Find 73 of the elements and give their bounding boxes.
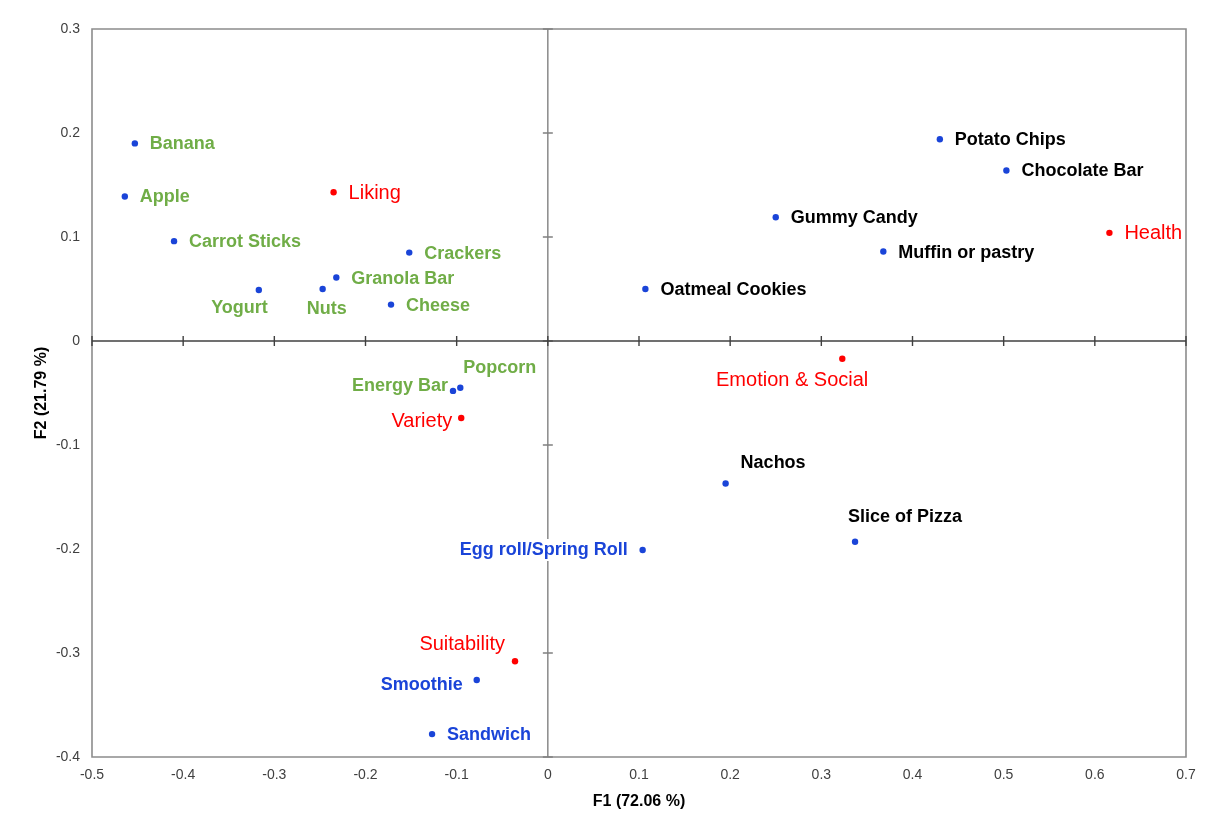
data-label: Apple bbox=[139, 186, 190, 207]
point bbox=[255, 286, 263, 294]
point bbox=[406, 249, 413, 256]
point bbox=[473, 676, 480, 684]
data-label: Gummy Candy bbox=[790, 207, 918, 228]
point bbox=[639, 546, 646, 554]
y-tick-label: 0.3 bbox=[60, 19, 81, 36]
data-label: Emotion & Social bbox=[716, 368, 869, 391]
point bbox=[880, 248, 887, 255]
y-tick-label: -0.4 bbox=[55, 747, 81, 764]
data-label: Granola Bar bbox=[351, 267, 455, 288]
data-label: Carrot Sticks bbox=[189, 231, 302, 252]
x-tick-label: -0.3 bbox=[262, 766, 287, 783]
y-tick-label: -0.2 bbox=[55, 539, 81, 556]
point bbox=[333, 274, 340, 281]
x-tick-label: 0.6 bbox=[1085, 766, 1105, 783]
x-tick-label: -0.1 bbox=[444, 766, 469, 783]
point bbox=[449, 387, 457, 395]
point bbox=[330, 189, 337, 196]
data-label: Popcorn bbox=[463, 356, 537, 377]
x-axis-title: F1 (72.06 %) bbox=[592, 791, 686, 809]
point bbox=[458, 414, 465, 422]
point bbox=[1106, 229, 1113, 237]
point bbox=[457, 384, 464, 391]
data-label: Cheese bbox=[406, 294, 471, 315]
data-label: Variety bbox=[391, 409, 453, 432]
y-axis-title: F2 (21.79 %) bbox=[32, 346, 50, 440]
point bbox=[170, 237, 178, 245]
data-label: Crackers bbox=[424, 242, 502, 263]
point bbox=[772, 214, 779, 221]
data-label: Liking bbox=[348, 180, 401, 203]
point bbox=[387, 301, 395, 308]
point bbox=[511, 658, 519, 665]
data-label: Nachos bbox=[740, 452, 806, 473]
x-tick-label: -0.2 bbox=[353, 766, 378, 783]
x-tick-label: 0.3 bbox=[811, 766, 832, 783]
data-label: Muffin or pastry bbox=[898, 241, 1035, 262]
x-tick-label: 0.5 bbox=[993, 766, 1014, 783]
data-label: Health bbox=[1124, 221, 1183, 244]
y-tick-label: 0 bbox=[72, 331, 81, 348]
data-label: Oatmeal Cookies bbox=[660, 278, 807, 299]
data-label: Suitability bbox=[419, 631, 506, 654]
x-tick-label: 0.2 bbox=[720, 766, 741, 783]
data-label: Sandwich bbox=[447, 724, 532, 745]
y-tick-label: 0.2 bbox=[60, 123, 81, 140]
point bbox=[839, 355, 846, 362]
x-tick-label: -0.5 bbox=[79, 766, 105, 783]
point bbox=[851, 538, 859, 545]
data-label: Yogurt bbox=[211, 297, 268, 318]
data-label: Chocolate Bar bbox=[1021, 160, 1144, 181]
data-label: Egg roll/Spring Roll bbox=[459, 539, 628, 560]
data-label: Potato Chips bbox=[954, 129, 1066, 150]
point bbox=[642, 285, 649, 293]
data-label: Smoothie bbox=[380, 674, 463, 695]
y-tick-label: -0.3 bbox=[55, 643, 81, 660]
data-label: Nuts bbox=[306, 297, 347, 318]
data-label: Slice of Pizza bbox=[848, 505, 964, 526]
point bbox=[428, 730, 436, 738]
x-tick-label: 0 bbox=[543, 766, 552, 783]
point bbox=[131, 140, 139, 147]
data-label: Banana bbox=[149, 133, 216, 154]
x-tick-label: 0.7 bbox=[1176, 766, 1196, 783]
y-tick-label: 0.1 bbox=[60, 227, 81, 244]
y-tick-label: -0.1 bbox=[55, 435, 81, 452]
point bbox=[319, 285, 326, 293]
x-tick-label: -0.4 bbox=[171, 766, 196, 783]
point bbox=[722, 480, 729, 487]
x-tick-label: 0.4 bbox=[902, 766, 923, 783]
x-tick-label: 0.1 bbox=[629, 766, 649, 783]
data-label: Energy Bar bbox=[351, 374, 449, 395]
point bbox=[121, 193, 129, 200]
point bbox=[1003, 167, 1010, 174]
point bbox=[936, 136, 944, 143]
